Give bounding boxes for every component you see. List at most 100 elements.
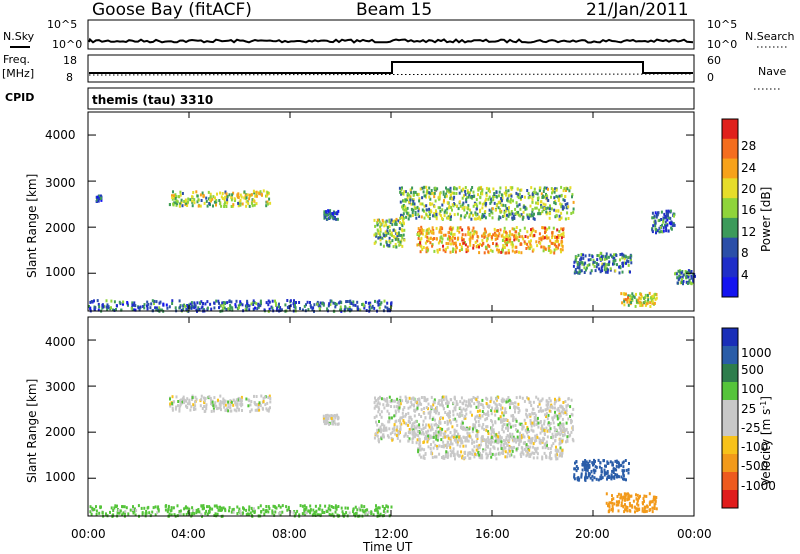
data-cell [238, 408, 240, 412]
data-cell [313, 303, 316, 307]
data-cell [464, 233, 467, 237]
data-cell [521, 449, 524, 453]
date-title: 21/Jan/2011 [586, 0, 689, 20]
data-cell [377, 236, 380, 240]
data-cell [376, 218, 379, 222]
data-cell [89, 300, 92, 304]
data-cell [216, 512, 219, 516]
data-cell [324, 214, 327, 217]
data-cell [494, 421, 497, 425]
data-cell [257, 303, 260, 307]
nave-label: Nave [758, 65, 786, 78]
data-cell [493, 192, 496, 195]
data-cell [196, 301, 199, 305]
data-cell [299, 307, 301, 310]
data-cell [559, 202, 562, 206]
data-cell [648, 492, 651, 496]
data-cell [643, 494, 646, 498]
data-cell [461, 241, 464, 245]
data-cell [452, 233, 455, 237]
data-cell [589, 271, 592, 275]
data-cell [467, 230, 470, 234]
data-cell [470, 217, 473, 221]
data-cell [186, 204, 189, 207]
vel-ytick-4000: 4000 [45, 335, 76, 349]
data-cell [484, 418, 487, 422]
data-cell [147, 505, 150, 509]
data-cell [354, 512, 357, 515]
data-cell [543, 186, 546, 190]
data-cell [459, 217, 462, 221]
data-cell [400, 192, 403, 196]
data-cell [469, 404, 472, 408]
data-cell [224, 509, 227, 513]
data-cell [423, 216, 426, 220]
data-cell [416, 406, 419, 410]
data-cell [500, 203, 503, 207]
data-cell [221, 197, 224, 200]
data-cell [412, 202, 414, 206]
data-cell [251, 509, 254, 513]
data-cell [533, 233, 536, 237]
data-cell [375, 234, 377, 238]
data-cell [431, 455, 434, 459]
data-cell [429, 197, 432, 201]
data-cell [493, 431, 495, 435]
data-cell [106, 308, 109, 312]
data-cell [377, 511, 380, 515]
data-cell [511, 447, 514, 451]
data-cell [295, 301, 297, 304]
data-cell [458, 249, 461, 253]
data-cell [474, 415, 477, 419]
data-cell [485, 417, 488, 421]
data-cell [509, 200, 512, 204]
data-cell [462, 238, 465, 242]
data-cell [604, 255, 607, 259]
data-cell [305, 303, 307, 307]
data-cell [477, 416, 480, 420]
data-cell [421, 248, 424, 251]
data-cell [205, 199, 208, 203]
data-cell [625, 505, 628, 509]
data-cell [580, 261, 583, 264]
data-cell [461, 238, 464, 242]
data-cell [467, 451, 470, 455]
data-cell [397, 429, 400, 433]
data-cell [432, 214, 435, 218]
data-cell [506, 423, 509, 427]
data-cell [394, 420, 397, 424]
data-cell [248, 508, 251, 512]
data-cell [678, 274, 681, 278]
data-cell [445, 450, 448, 454]
data-cell [420, 402, 423, 406]
data-cell [475, 198, 478, 202]
data-cell [593, 260, 596, 264]
data-cell [500, 440, 503, 444]
data-cell [200, 300, 203, 304]
data-cell [420, 186, 423, 190]
data-cell [592, 258, 595, 262]
data-cell [381, 423, 384, 427]
data-cell [577, 253, 580, 257]
data-cell [265, 505, 268, 508]
colorbar-swatch [722, 158, 738, 179]
data-cell [408, 193, 411, 197]
data-cell [476, 409, 479, 413]
data-cell [386, 399, 389, 403]
data-cell [252, 303, 255, 306]
data-cell [209, 302, 212, 306]
data-cell [527, 196, 530, 200]
data-cell [240, 302, 243, 306]
data-cell [554, 433, 557, 437]
data-cell [325, 510, 328, 513]
data-cell [341, 510, 344, 514]
data-cell [511, 186, 514, 190]
data-cell [614, 269, 617, 273]
data-cell [540, 399, 543, 403]
data-cell [467, 439, 470, 443]
data-cell [638, 300, 641, 304]
data-cell [453, 213, 456, 217]
data-cell [499, 210, 502, 214]
data-cell [493, 201, 496, 205]
data-cell [583, 271, 586, 274]
